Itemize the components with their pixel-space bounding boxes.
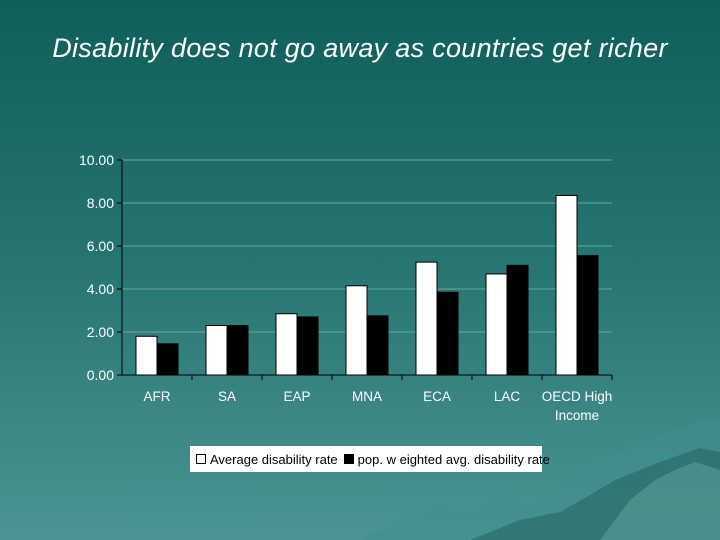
y-tick-label: 8.00 <box>87 195 114 211</box>
bar-weighted <box>436 291 459 376</box>
y-tick-label: 4.00 <box>87 281 114 297</box>
bar-weighted <box>156 343 179 376</box>
bar-average <box>485 273 508 376</box>
x-tick-label: LAC <box>494 389 521 404</box>
legend-item-weighted: pop. w eighted avg. disability rate <box>343 451 550 467</box>
x-tick-label: EAP <box>283 389 310 404</box>
legend-swatch-weighted <box>343 454 354 464</box>
y-tick-label: 10.00 <box>79 152 114 168</box>
bar-weighted <box>576 255 599 376</box>
bar-weighted <box>506 264 529 376</box>
y-tick-label: 6.00 <box>87 238 114 254</box>
x-tick-label: MNA <box>352 389 382 404</box>
bar-average <box>205 325 228 376</box>
bar-weighted <box>366 315 389 376</box>
legend-swatch-average <box>196 454 206 464</box>
y-tick-label: 0.00 <box>87 367 114 383</box>
chart-legend: Average disability rate pop. w eighted a… <box>190 446 550 472</box>
x-tick-label: ECA <box>423 389 451 404</box>
bar-average <box>275 313 298 376</box>
bar-average <box>135 335 158 376</box>
x-tick-label: AFR <box>144 389 171 404</box>
x-tick-label: SA <box>218 389 236 404</box>
bar-weighted <box>226 325 249 376</box>
bar-weighted <box>296 316 319 376</box>
y-tick-label: 2.00 <box>87 324 114 340</box>
bar-average <box>415 261 438 376</box>
legend-label-weighted: pop. w eighted avg. disability rate <box>357 451 550 467</box>
slide-title: Disability does not go away as countries… <box>52 33 668 63</box>
x-tick-label: Income <box>555 408 599 423</box>
bar-average <box>345 285 368 376</box>
x-tick-label: OECD High <box>542 389 613 404</box>
bar-average <box>555 194 578 376</box>
legend-label-average: Average disability rate <box>210 451 338 467</box>
legend-item-average: Average disability rate <box>196 452 338 467</box>
